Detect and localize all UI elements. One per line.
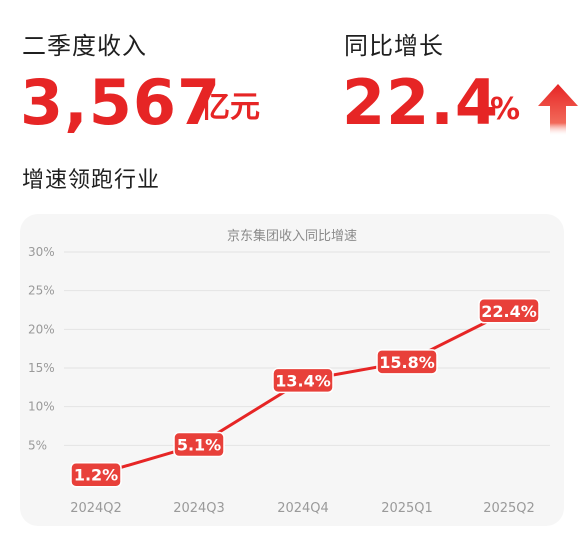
growth-unit: %	[490, 92, 521, 127]
y-tick-label: 15%	[28, 361, 55, 375]
up-arrow-icon	[538, 84, 578, 136]
data-label-badge	[70, 461, 122, 488]
chart-title: 京东集团收入同比增速	[227, 228, 357, 244]
revenue-label: 二季度收入	[22, 32, 147, 60]
x-tick-label: 2024Q3	[173, 501, 225, 516]
data-label: 5.1%	[177, 436, 221, 455]
data-point-label: 13.4%	[272, 367, 334, 394]
data-point-label: 15.8%	[376, 349, 438, 375]
x-tick-label: 2025Q1	[381, 501, 433, 516]
data-label: 15.8%	[379, 353, 435, 372]
x-tick-label: 2024Q4	[277, 501, 329, 516]
data-point-label: 5.1%	[173, 431, 225, 458]
growth-label: 同比增长	[344, 32, 444, 60]
data-label-badge	[376, 349, 438, 375]
x-tick-label: 2025Q2	[483, 501, 535, 516]
growth-value: 22.4	[342, 66, 499, 139]
data-label-badge	[272, 367, 334, 394]
subtitle: 增速领跑行业	[22, 168, 161, 193]
chart-card: 京东集团收入同比增速 5% 10% 15% 20% 25% 30% 2024Q2 2024Q…	[20, 214, 564, 526]
y-tick-label: 30%	[28, 245, 55, 259]
data-label-badge	[173, 431, 225, 458]
revenue-value: 3,567	[20, 66, 222, 139]
growth-line-chart: 京东集团收入同比增速 5% 10% 15% 20% 25% 30% 2024Q2 2024Q…	[28, 228, 550, 516]
y-tick-label: 20%	[28, 322, 55, 336]
x-tick-label: 2024Q2	[70, 501, 122, 516]
y-tick-label: 25%	[28, 284, 55, 298]
y-tick-label: 10%	[28, 400, 55, 414]
data-point-label: 22.4%	[478, 298, 540, 324]
revenue-unit: 亿元	[200, 90, 260, 125]
data-label: 22.4%	[481, 302, 537, 321]
data-label: 1.2%	[74, 466, 118, 485]
data-label-badge	[478, 298, 540, 324]
data-point-label: 1.2%	[70, 461, 122, 488]
y-tick-label: 5%	[28, 438, 47, 452]
data-label: 13.4%	[275, 371, 331, 390]
